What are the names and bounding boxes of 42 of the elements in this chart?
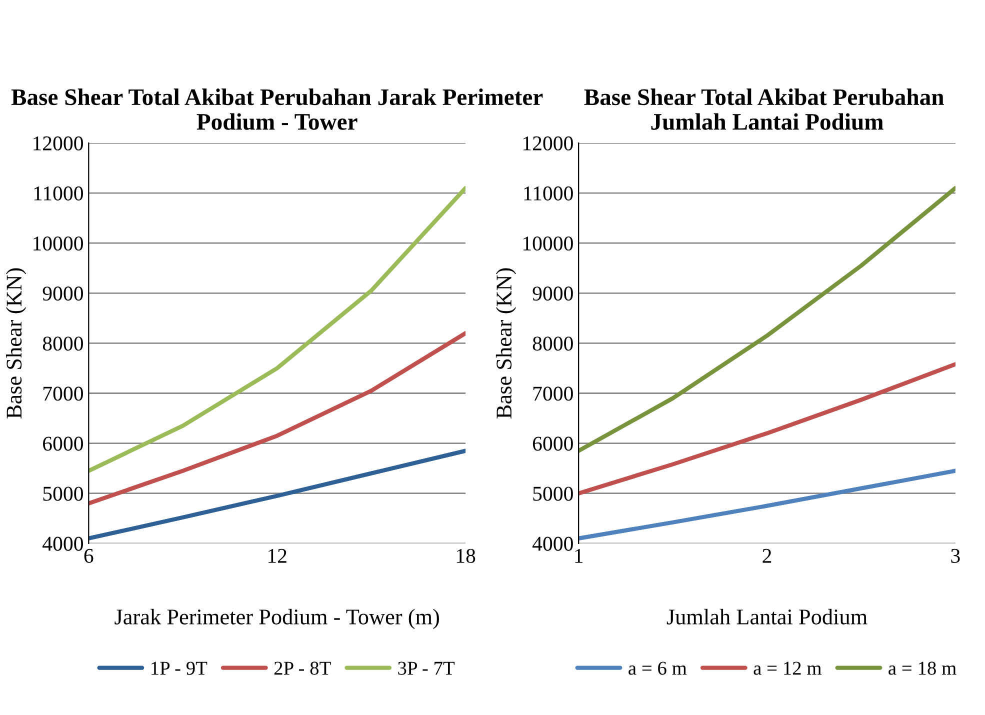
x-tick-label: 2 <box>762 548 772 563</box>
x-tick-label: 18 <box>456 548 476 563</box>
x-axis-title: Jarak Perimeter Podium - Tower (m) <box>114 608 439 629</box>
y-tick-label: 4000 <box>532 536 573 551</box>
y-axis-title: Base Shear (KN) <box>496 268 516 418</box>
y-tick-label: 7000 <box>533 386 573 401</box>
legend-label: 3P - 7T <box>398 662 455 675</box>
x-tick-label: 6 <box>84 548 94 563</box>
line-series <box>88 331 466 506</box>
y-tick-label: 8000 <box>532 336 573 351</box>
y-tick-label: 5000 <box>43 486 83 501</box>
y-tick-label: 8000 <box>42 336 83 351</box>
chart-title: Base Shear Total Akibat Perubahan Jumlah Lantai Podium <box>584 88 944 130</box>
y-tick-label: 9000 <box>532 286 573 301</box>
x-tick-label: 1 <box>575 548 583 563</box>
y-tick-label: 6000 <box>43 436 83 451</box>
y-tick-label: 5000 <box>533 486 573 501</box>
line-series <box>578 468 956 540</box>
line-series <box>578 186 956 453</box>
line-series <box>88 448 466 540</box>
y-tick-label: 12000 <box>523 136 573 150</box>
legend-label: a = 6 m <box>628 662 687 675</box>
y-tick-label: 9000 <box>42 286 83 301</box>
line-series <box>578 362 956 496</box>
y-tick-label: 4000 <box>42 536 83 551</box>
y-tick-label: 10000 <box>34 236 83 251</box>
y-tick-label: 12000 <box>34 136 83 150</box>
x-tick-label: 3 <box>951 548 960 563</box>
line-series <box>88 186 466 473</box>
x-axis-title: Jumlah Lantai Podium <box>666 608 868 624</box>
legend-label: 2P - 8T <box>274 662 331 675</box>
legend-label: a = 18 m <box>888 662 956 675</box>
chart-title: Base Shear Total Akibat Perubahan Jarak Perimeter Podium - Tower <box>11 88 543 130</box>
y-axis-title: Base Shear (KN) <box>6 268 26 418</box>
y-tick-label: 11000 <box>34 186 83 200</box>
legend-label: a = 12 m <box>754 662 822 675</box>
y-tick-label: 11000 <box>524 186 573 200</box>
y-tick-label: 7000 <box>43 386 83 401</box>
y-tick-label: 10000 <box>523 236 573 251</box>
legend-label: 1P - 9T <box>152 662 208 675</box>
x-tick-label: 12 <box>268 548 286 563</box>
y-tick-label: 6000 <box>532 436 573 451</box>
